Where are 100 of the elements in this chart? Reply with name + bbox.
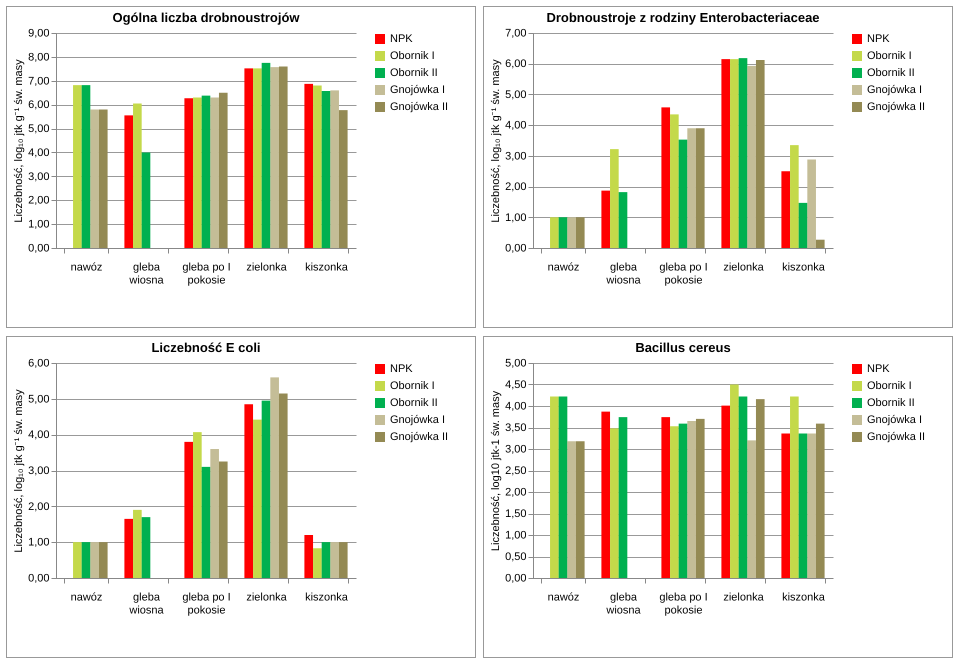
legend-label: Obornik I [867,50,912,62]
bar [133,510,142,578]
y-tick-label: 4,50 [505,379,526,391]
bar [142,517,150,578]
y-tick-label: 2,50 [505,465,526,477]
legend-label: Gnojówka I [867,414,922,426]
y-tick-label: 5,00 [505,358,526,370]
x-tick-label: kiszonka [305,592,349,604]
bar [687,421,696,578]
y-tick-label: 1,00 [28,536,50,549]
legend-label: Gnojówka II [390,431,448,443]
legend-label: Gnojówka I [390,414,446,426]
y-tick-label: 3,00 [505,150,526,162]
bar [756,60,765,248]
bar [338,110,348,248]
bar [133,103,142,248]
legend-label: Gnojówka II [390,101,448,113]
bar [576,441,585,578]
bar [610,428,619,578]
bar [567,441,576,578]
legend-label: Obornik II [390,67,438,79]
bar [798,434,808,578]
y-axis-title: Liczebność, log₁₀ jtk g⁻¹ św. masy [13,388,26,553]
bar [184,98,194,248]
bar [124,115,134,248]
y-tick-label: 4,00 [505,400,526,412]
x-tick-label: zielonka [246,592,288,604]
y-tick-label: 3,50 [505,422,526,434]
y-tick-label: 9,00 [28,28,50,40]
bar [253,420,262,578]
bar [270,67,279,248]
legend-label: Obornik II [390,397,438,409]
legend-label: NPK [390,363,414,375]
bar [270,377,279,578]
x-tick-label: gleba po I pokosie [659,262,708,286]
bar [730,59,739,248]
bar [696,128,705,248]
y-tick-label: 5,00 [28,393,50,406]
bar [696,418,705,578]
bar [253,68,262,248]
bar [313,548,322,578]
bar [90,109,99,248]
bar [304,535,314,578]
bar [576,217,585,248]
y-axis-title: Liczebność, log₁₀ jtk g⁻¹ św. masy [490,58,502,223]
bar [202,96,210,248]
y-tick-label: 4,00 [28,146,50,159]
y-axis-title: Liczebność, log10 jtk-1 św. masy [490,390,502,552]
bar [184,442,194,578]
y-tick-label: 6,00 [28,99,50,112]
bar [687,128,696,248]
bar [601,412,610,578]
bar [816,424,825,578]
bar [193,98,202,248]
y-tick-label: 7,00 [28,75,50,88]
bar [244,68,254,248]
bar [330,542,339,578]
bar [98,109,108,248]
bar [304,84,314,248]
y-tick-label: 2,00 [505,181,526,194]
y-tick-label: 2,00 [505,486,526,498]
x-tick-label: zielonka [246,262,288,274]
chart-title: Bacillus cereus [635,340,731,355]
x-tick-label: zielonka [723,262,765,274]
bar [338,542,348,578]
bar [618,417,628,578]
bar [218,462,228,578]
x-tick-label: nawóz [70,592,102,604]
legend-label: NPK [867,363,890,375]
bar [82,85,90,248]
x-tick-label: kiszonka [782,262,826,274]
bar [670,426,679,578]
bar [82,542,90,578]
y-tick-label: 1,50 [505,508,526,520]
y-tick-label: 5,00 [505,88,526,101]
bar [322,542,330,578]
x-tick-label: gleba wiosna [128,592,164,616]
x-tick-label: zielonka [723,592,765,604]
bar [550,396,559,578]
chart-title: Ogólna liczba drobnoustrojów [112,10,300,25]
x-tick-label: gleba po I pokosie [182,592,231,616]
y-tick-label: 5,00 [28,123,50,136]
bar [202,466,210,578]
bar [313,86,322,248]
x-tick-label: gleba wiosna [605,262,642,286]
x-tick-label: gleba wiosna [128,262,164,286]
bar [558,396,568,578]
y-tick-label: 3,00 [28,465,50,477]
y-tick-label: 6,00 [28,358,50,370]
bar [193,432,202,578]
bar [558,217,568,248]
bar [210,449,219,578]
legend-label: Obornik I [390,50,435,62]
y-tick-label: 1,00 [28,218,50,231]
y-tick-label: 4,00 [505,120,526,132]
bar [244,404,254,578]
y-tick-label: 1,00 [505,530,526,542]
bar [210,98,219,248]
bar [262,400,270,578]
chart-title: Drobnoustroje z rodziny Enterobacteriaceae [546,10,820,25]
